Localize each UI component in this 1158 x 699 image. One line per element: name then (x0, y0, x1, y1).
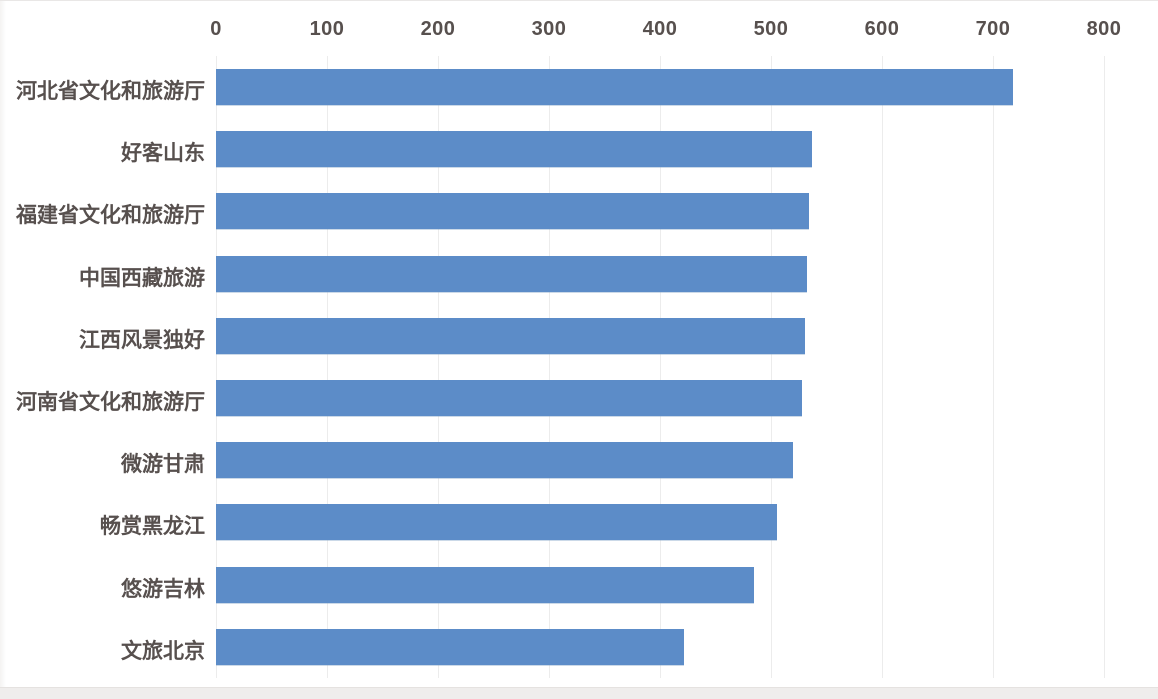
x-tick-label: 0 (210, 18, 222, 40)
x-tick-label: 400 (642, 18, 678, 40)
bar-row: 福建省文化和旅游厅 (0, 180, 1158, 242)
bar (216, 255, 807, 292)
gridline (327, 56, 328, 678)
category-label: 畅赏黑龙江 (100, 515, 205, 539)
x-tick-label: 100 (309, 18, 345, 40)
gridline (1104, 56, 1105, 678)
category-label: 江西风景独好 (79, 328, 205, 352)
gridline (660, 56, 661, 678)
gridline (771, 56, 772, 678)
category-label: 中国西藏旅游 (79, 266, 205, 290)
gridline (549, 56, 550, 678)
bar-row: 河北省文化和旅游厅 (0, 56, 1158, 118)
bar-row: 河南省文化和旅游厅 (0, 367, 1158, 429)
category-label: 河南省文化和旅游厅 (16, 391, 205, 415)
bar (216, 628, 685, 665)
bar (216, 317, 806, 354)
x-tick-label: 500 (753, 18, 789, 40)
category-label: 文旅北京 (121, 639, 205, 663)
bar (216, 566, 755, 603)
x-tick-label: 200 (420, 18, 456, 40)
gridline (438, 56, 439, 678)
bottom-band (0, 687, 1158, 699)
category-label: 好客山东 (121, 142, 205, 166)
bar (216, 504, 777, 541)
bar-row: 畅赏黑龙江 (0, 491, 1158, 553)
bar (216, 69, 1013, 106)
x-tick-label: 700 (975, 18, 1011, 40)
bar-row: 好客山东 (0, 118, 1158, 180)
category-label: 河北省文化和旅游厅 (16, 80, 205, 104)
category-label: 福建省文化和旅游厅 (16, 204, 205, 228)
bar-row: 文旅北京 (0, 616, 1158, 678)
category-label: 悠游吉林 (121, 577, 205, 601)
gridline (993, 56, 994, 678)
x-tick-label: 300 (531, 18, 567, 40)
category-label: 微游甘肃 (121, 453, 205, 477)
x-tick-label: 800 (1086, 18, 1122, 40)
bar-row: 江西风景独好 (0, 305, 1158, 367)
bar-row: 中国西藏旅游 (0, 243, 1158, 305)
x-axis-top: 0 100 200 300 400 500 600 700 800 (0, 1, 1158, 56)
gridline (216, 56, 217, 678)
bar (216, 442, 794, 479)
bar (216, 193, 809, 230)
gridline (882, 56, 883, 678)
x-tick-label: 600 (864, 18, 900, 40)
bar (216, 131, 813, 168)
bar (216, 380, 803, 417)
left-edge-shading (0, 1, 6, 699)
bar-row: 悠游吉林 (0, 554, 1158, 616)
bar-row: 微游甘肃 (0, 429, 1158, 491)
